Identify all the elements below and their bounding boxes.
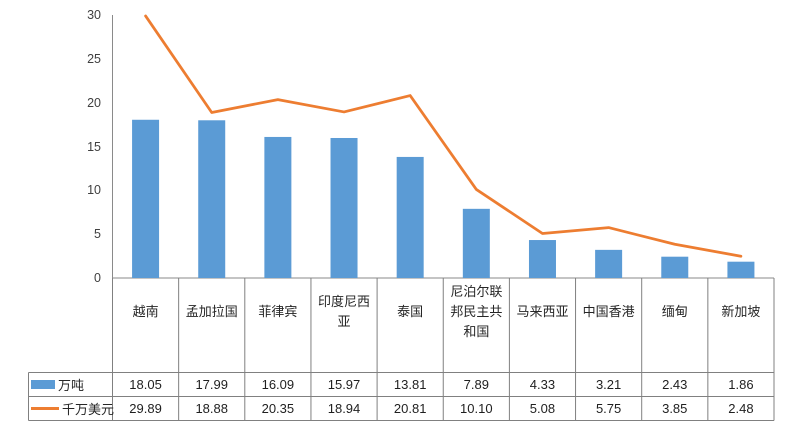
x-category-label-新加坡: 新加坡	[721, 304, 761, 319]
legend-item-千万美元: 千万美元	[31, 397, 114, 420]
table-value-千万美元-菲律宾: 20.35	[261, 401, 295, 416]
table-value-万吨-印度尼西亚: 15.97	[327, 377, 361, 392]
y-tick-label-5: 5	[94, 227, 101, 242]
x-category-label-泰国: 泰国	[397, 304, 424, 319]
table-value-万吨-尼泊尔联邦民主共和国: 7.89	[463, 377, 489, 392]
bar-菲律宾	[264, 136, 292, 278]
table-value-千万美元-越南: 29.89	[129, 401, 162, 416]
x-category-label-孟加拉国: 孟加拉国	[185, 304, 238, 319]
y-tick-label-25: 25	[87, 51, 101, 66]
table-value-千万美元-印度尼西亚: 18.94	[327, 401, 361, 416]
legend-line-swatch-icon	[31, 407, 59, 410]
x-category-label-马来西亚: 马来西亚	[516, 304, 569, 319]
legend-item-万吨: 万吨	[31, 373, 84, 396]
x-category-label-印度尼西亚: 印度尼西亚	[318, 294, 371, 329]
table-value-千万美元-新加坡: 2.48	[728, 401, 754, 416]
legend-bar-swatch-icon	[31, 380, 55, 389]
table-value-万吨-菲律宾: 16.09	[261, 377, 295, 392]
y-tick-label-0: 0	[94, 271, 101, 285]
table-value-千万美元-马来西亚: 5.08	[529, 401, 556, 416]
bar-缅甸	[661, 256, 689, 278]
x-category-label-尼泊尔联邦民主共和国: 尼泊尔联邦民主共和国	[450, 284, 503, 339]
table-value-万吨-新加坡: 1.86	[728, 377, 754, 392]
table-value-千万美元-泰国: 20.81	[393, 401, 427, 416]
x-category-label-中国香港: 中国香港	[582, 304, 635, 319]
y-tick-label-15: 15	[87, 139, 101, 154]
table-value-千万美元-孟加拉国: 18.88	[195, 401, 228, 416]
bar-新加坡	[727, 261, 755, 278]
bar-印度尼西亚	[330, 137, 358, 278]
legend-label: 万吨	[58, 378, 85, 393]
x-category-label-越南: 越南	[132, 304, 159, 319]
table-value-千万美元-尼泊尔联邦民主共和国: 10.10	[460, 401, 493, 416]
bar-孟加拉国	[198, 120, 226, 279]
bar-尼泊尔联邦民主共和国	[462, 208, 490, 278]
legend-label: 千万美元	[62, 402, 115, 417]
table-value-万吨-泰国: 13.81	[393, 377, 427, 392]
table-value-万吨-越南: 18.05	[129, 377, 162, 392]
table-value-万吨-缅甸: 2.43	[662, 377, 688, 392]
y-tick-label-20: 20	[87, 95, 101, 110]
table-value-万吨-中国香港: 3.21	[595, 377, 622, 392]
table-value-万吨-孟加拉国: 17.99	[195, 377, 228, 392]
bar-马来西亚	[528, 240, 556, 278]
bar-越南	[132, 119, 160, 279]
y-tick-label-30: 30	[87, 8, 101, 22]
bar-泰国	[396, 156, 424, 278]
table-value-万吨-马来西亚: 4.33	[529, 377, 556, 392]
series-line	[144, 14, 743, 258]
x-category-label-缅甸: 缅甸	[661, 304, 688, 319]
bar-中国香港	[595, 249, 623, 278]
table-value-千万美元-缅甸: 3.85	[662, 401, 688, 416]
x-category-label-菲律宾: 菲律宾	[258, 304, 298, 319]
y-tick-label-10: 10	[87, 183, 101, 198]
table-value-千万美元-中国香港: 5.75	[595, 401, 622, 416]
